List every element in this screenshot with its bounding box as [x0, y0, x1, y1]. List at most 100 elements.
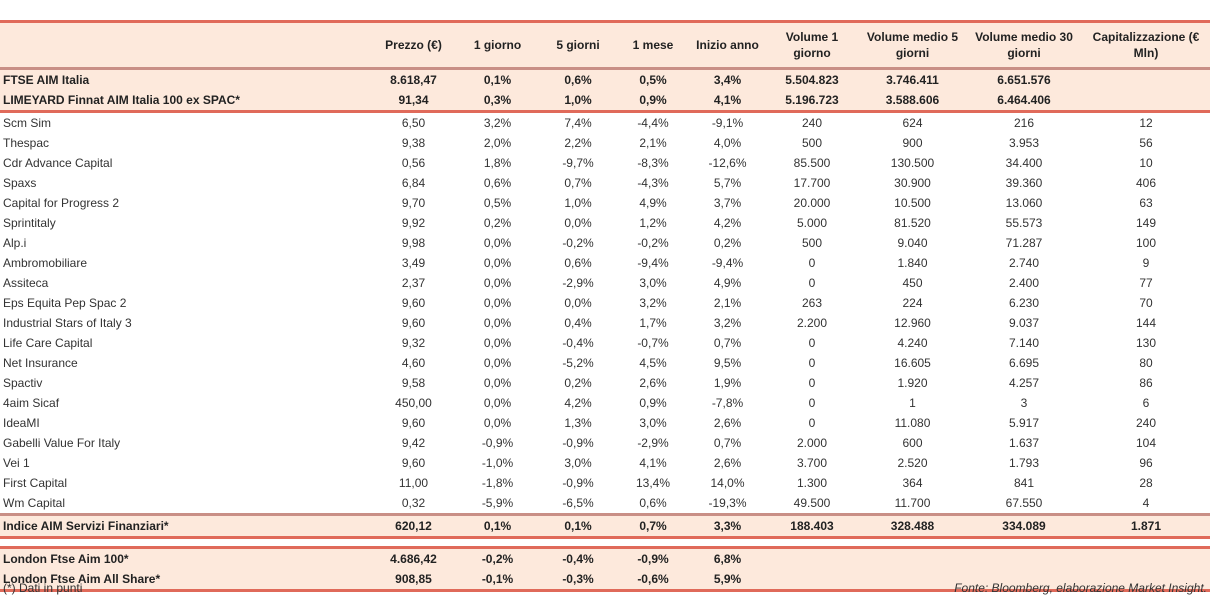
cell: 2,6% — [713, 416, 742, 430]
cell: 0,4% — [564, 316, 592, 330]
cell: 0,6% — [483, 176, 512, 190]
cell: 70 — [1139, 296, 1153, 310]
cell: 0,0% — [483, 396, 512, 410]
cell: 0,1% — [455, 513, 540, 539]
table-row: Capital for Progress 2 9,70 0,5% 1,0% 4,9% 3,… — [0, 193, 1210, 213]
table-row: First Capital 11,00 -1,8% -0,9% 13,4% 14,0% 1.… — [0, 473, 1210, 493]
cell: 9,38 — [401, 136, 426, 150]
cell: 13.060 — [1005, 196, 1043, 210]
cell: 49.500 — [793, 496, 831, 510]
cell: 6,84 — [401, 176, 426, 190]
cell: -0,3% — [540, 569, 616, 592]
cell: 4,9% — [639, 196, 667, 210]
cell: 39.360 — [1005, 176, 1043, 190]
cell: -9,4% — [637, 256, 669, 270]
cell: 9,60 — [401, 416, 426, 430]
cell: 67.550 — [1005, 496, 1043, 510]
cell: 0,0% — [483, 296, 512, 310]
row-label: Sprintitaly — [3, 216, 56, 230]
cell — [859, 547, 966, 569]
cell: -4,3% — [637, 176, 669, 190]
cell: 4,2% — [713, 216, 742, 230]
cell: -7,8% — [711, 396, 744, 410]
cell: -0,9% — [616, 547, 690, 569]
cell: 908,85 — [372, 569, 455, 592]
cell: 334.089 — [966, 513, 1082, 539]
column-header: Volume medio 30 giorni — [966, 20, 1082, 70]
cell: 86 — [1139, 376, 1153, 390]
cell: 63 — [1139, 196, 1153, 210]
cell: 0,7% — [564, 176, 592, 190]
cell: 0,7% — [713, 436, 742, 450]
cell: -4,4% — [637, 116, 669, 130]
cell: -5,9% — [481, 496, 514, 510]
cell: 0 — [808, 416, 816, 430]
table-row: Scm Sim 6,50 3,2% 7,4% -4,4% -9,1% 240 624 216 12 — [0, 112, 1210, 134]
column-header: 1 mese — [616, 20, 690, 70]
row-label: London Ftse Aim All Share* — [0, 569, 372, 592]
cell: -0,2% — [562, 236, 594, 250]
row-label: Capital for Progress 2 — [3, 196, 120, 210]
cell: -1,0% — [481, 456, 514, 470]
cell: 1.637 — [1008, 436, 1040, 450]
cell: 6,50 — [401, 116, 426, 130]
cell: 0,0% — [483, 376, 512, 390]
cell: 328.488 — [859, 513, 966, 539]
cell: 6.464.406 — [966, 90, 1082, 113]
cell: 28 — [1139, 476, 1153, 490]
cell: 9,58 — [401, 376, 426, 390]
cell: 4,1% — [639, 456, 667, 470]
cell: 10.500 — [894, 196, 931, 210]
cell: 841 — [1013, 476, 1035, 490]
cell: 144 — [1135, 316, 1157, 330]
cell: 0,0% — [483, 416, 512, 430]
table-row: Eps Equita Pep Spac 2 9,60 0,0% 0,0% 3,2% 2,1… — [0, 293, 1210, 313]
column-header — [0, 20, 372, 70]
cell: 1.871 — [1082, 513, 1210, 539]
table-header: Prezzo (€) 1 giorno 5 giorni 1 mese Inizio a… — [0, 20, 1210, 70]
cell: 4,60 — [401, 356, 426, 370]
cell: -19,3% — [708, 496, 747, 510]
row-label: 4aim Sicaf — [3, 396, 60, 410]
cell: 2,1% — [713, 296, 742, 310]
cell: 600 — [902, 436, 923, 450]
row-label: Assiteca — [3, 276, 49, 290]
table-row: Alp.i 9,98 0,0% -0,2% -0,2% 0,2% 500 9.040 71.28… — [0, 233, 1210, 253]
separator — [0, 537, 1210, 549]
cell: 5,9% — [690, 569, 765, 592]
table-row: IdeaMI 9,60 0,0% 1,3% 3,0% 2,6% 0 11.080 5.917 24… — [0, 413, 1210, 433]
cell: 81.520 — [894, 216, 931, 230]
cell: 1.300 — [796, 476, 828, 490]
cell: 3.746.411 — [859, 68, 966, 90]
cell: -0,9% — [481, 436, 514, 450]
cell: 0,6% — [540, 68, 616, 90]
cell: 9,70 — [401, 196, 426, 210]
cell: 56 — [1139, 136, 1153, 150]
cell — [1082, 547, 1210, 569]
table-row: Cdr Advance Capital 0,56 1,8% -9,7% -8,3% -12… — [0, 153, 1210, 173]
cell: 2,0% — [483, 136, 512, 150]
cell: 11,00 — [398, 476, 429, 490]
row-label: Gabelli Value For Italy — [3, 436, 121, 450]
cell: 2.740 — [1008, 256, 1040, 270]
cell: 3,7% — [713, 196, 742, 210]
cell: -9,1% — [711, 116, 744, 130]
cell: 9,5% — [713, 356, 742, 370]
cell: 500 — [801, 136, 823, 150]
cell: 5.196.723 — [765, 90, 859, 113]
row-label: Wm Capital — [3, 496, 66, 510]
column-header: Inizio anno — [690, 20, 765, 70]
cell: 3,2% — [639, 296, 667, 310]
cell: 1,8% — [483, 156, 512, 170]
cell: 1.920 — [897, 376, 928, 390]
cell: 7.140 — [1008, 336, 1040, 350]
cell: 12.960 — [894, 316, 931, 330]
table-row: Gabelli Value For Italy 9,42 -0,9% -0,9% -2,… — [0, 433, 1210, 453]
cell — [765, 569, 859, 592]
cell: 1,9% — [713, 376, 742, 390]
cell: 0 — [808, 276, 816, 290]
cell: 0,5% — [616, 68, 690, 90]
cell: 6,8% — [690, 547, 765, 569]
cell: 263 — [801, 296, 823, 310]
cell: 3.953 — [1008, 136, 1040, 150]
